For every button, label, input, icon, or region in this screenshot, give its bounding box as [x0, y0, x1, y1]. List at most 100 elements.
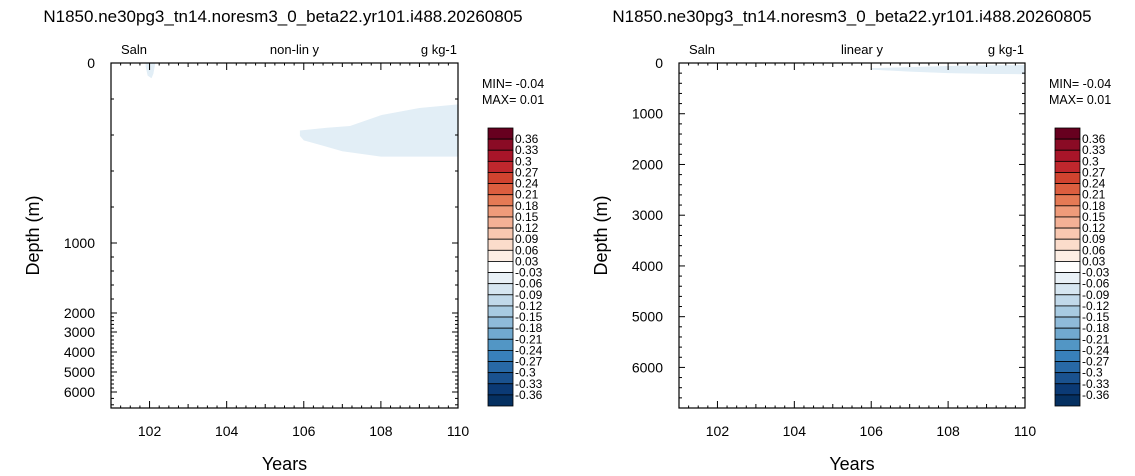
colorbar-label: 0.3 [515, 154, 532, 168]
colorbar-swatch [487, 127, 514, 140]
colorbar-label: -0.18 [515, 321, 543, 335]
colorbar-label: 0.15 [1082, 210, 1106, 224]
colorbar-swatch [1054, 283, 1081, 296]
colorbar-swatch [1054, 172, 1081, 184]
colorbar-label: -0.24 [1082, 343, 1110, 357]
colorbar-label: 0.36 [1082, 132, 1106, 146]
colorbar-swatch [487, 261, 514, 273]
colorbar-label: -0.33 [515, 377, 543, 391]
colorbar-label: -0.21 [1082, 332, 1110, 346]
colorbar-swatch [487, 294, 514, 307]
x-tick-label: 102 [138, 423, 162, 439]
colorbar-swatch [1054, 227, 1081, 240]
colorbar-label: -0.36 [1082, 388, 1110, 402]
y-tick-label: 6000 [64, 384, 95, 400]
colorbar-label: 0.33 [515, 143, 539, 157]
y-tick-label: 4000 [632, 258, 663, 274]
colorbar-label: -0.24 [515, 343, 543, 357]
colorbar-label: -0.09 [1082, 288, 1110, 302]
colorbar-swatch [487, 338, 514, 351]
colorbar-swatch [487, 383, 514, 396]
colorbar-label: 0.36 [515, 132, 539, 146]
colorbar-swatch [487, 205, 514, 218]
x-tick-label: 104 [215, 423, 239, 439]
colorbar-swatch [1054, 216, 1081, 229]
colorbar-swatch [487, 194, 514, 207]
colorbar-swatch [1054, 160, 1081, 173]
colorbar-label: -0.12 [1082, 299, 1110, 313]
max-value: MAX= 0.01 [482, 93, 544, 107]
colorbar-swatch [487, 394, 514, 407]
x-tick-label: 104 [783, 423, 807, 439]
colorbar-label: 0.12 [1082, 221, 1106, 235]
y-tick-label: 5000 [632, 309, 663, 325]
colorbar-label: 0.12 [515, 221, 539, 235]
colorbar-swatch [1054, 394, 1081, 407]
colorbar-swatch [1054, 183, 1081, 196]
y-axis-label: Depth (m) [591, 195, 611, 275]
plot-area [679, 63, 1025, 408]
colorbar-label: 0.15 [515, 210, 539, 224]
colorbar-swatch [487, 361, 514, 374]
colorbar-label: -0.3 [515, 366, 536, 380]
contour-region [299, 104, 458, 157]
colorbar-label: -0.33 [1082, 377, 1110, 391]
x-tick-label: 110 [447, 423, 470, 439]
scale-label: linear y [841, 42, 883, 57]
colorbar-swatch [487, 172, 514, 184]
colorbar-swatch [1054, 372, 1081, 385]
y-tick-label: 1000 [632, 106, 663, 122]
colorbar-swatch [1054, 272, 1081, 285]
y-tick-label: 3000 [632, 207, 663, 223]
y-tick-label: 3000 [64, 324, 95, 340]
scale-label: non-lin y [270, 42, 320, 57]
colorbar-swatch [1054, 238, 1081, 251]
colorbar-swatch [1054, 138, 1081, 151]
contour-region [145, 63, 156, 79]
colorbar-label: 0.24 [1082, 177, 1106, 191]
colorbar-label: -0.12 [515, 299, 543, 313]
colorbar-swatch [487, 316, 514, 329]
variable-label: Saln [121, 42, 147, 57]
y-tick-label: 2000 [64, 305, 95, 321]
y-tick-label: 0 [655, 55, 663, 71]
colorbar-label: -0.03 [515, 266, 543, 280]
colorbar-swatch [1054, 127, 1081, 140]
y-tick-label: 0 [87, 55, 95, 71]
colorbar-label: -0.36 [515, 388, 543, 402]
units-label: g kg-1 [988, 42, 1024, 57]
colorbar-swatch [487, 249, 514, 262]
chart-title: N1850.ne30pg3_tn14.noresm3_0_beta22.yr10… [43, 7, 522, 26]
colorbar-label: 0.06 [1082, 243, 1106, 257]
colorbar-swatch [1054, 149, 1081, 162]
y-axis-label: Depth (m) [23, 195, 43, 275]
colorbar-swatch [487, 216, 514, 229]
colorbar-swatch [1054, 338, 1081, 351]
colorbar-label: 0.09 [515, 232, 539, 246]
colorbar-label: 0.3 [1082, 154, 1099, 168]
min-value: MIN= -0.04 [482, 77, 544, 91]
colorbar-label: 0.03 [1082, 254, 1106, 268]
colorbar-swatch [1054, 205, 1081, 218]
x-axis-label: Years [262, 454, 307, 474]
colorbar-swatch [487, 149, 514, 162]
y-tick-label: 5000 [64, 364, 95, 380]
colorbar-swatch [487, 160, 514, 173]
y-tick-label: 2000 [632, 156, 663, 172]
colorbar-swatch [1054, 316, 1081, 329]
x-tick-label: 102 [706, 423, 730, 439]
x-tick-label: 108 [369, 423, 393, 439]
colorbar-label: -0.27 [1082, 355, 1110, 369]
colorbar-swatch [487, 183, 514, 196]
colorbar-swatch [487, 372, 514, 385]
min-value: MIN= -0.04 [1049, 77, 1111, 91]
colorbar-label: 0.21 [1082, 188, 1106, 202]
units-label: g kg-1 [421, 42, 457, 57]
colorbar-swatch [1054, 383, 1081, 396]
colorbar-label: -0.21 [515, 332, 543, 346]
colorbar-label: -0.3 [1082, 366, 1103, 380]
colorbar-label: -0.06 [1082, 277, 1110, 291]
colorbar-swatch [1054, 194, 1081, 207]
colorbar-swatch [487, 227, 514, 240]
